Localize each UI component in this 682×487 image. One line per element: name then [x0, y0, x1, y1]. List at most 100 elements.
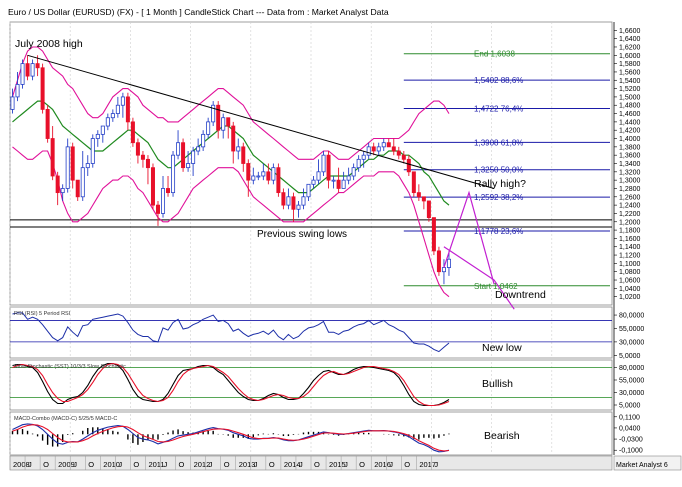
macd-signal-line: [12, 424, 450, 452]
candle-body: [60, 188, 65, 194]
candle-body: [105, 117, 110, 127]
candle-body: [346, 175, 351, 181]
candle-body: [65, 146, 70, 189]
candle-body: [50, 138, 55, 177]
rsi-tick-label: 30,0000: [619, 339, 644, 346]
candle-body: [181, 142, 186, 169]
candle-body: [130, 121, 135, 144]
candle-body: [241, 146, 246, 164]
price-tick-label: 1,6400: [619, 36, 641, 43]
candle-body: [95, 133, 100, 139]
price-tick-label: 1,3800: [619, 144, 641, 151]
candle-body: [40, 67, 45, 110]
macd-tick-label: 0,1100: [619, 414, 640, 421]
candle-body: [100, 125, 105, 135]
candle-body: [326, 154, 331, 181]
price-tick-label: 1,5400: [619, 78, 641, 85]
candle-body: [266, 171, 271, 181]
time-tick-label: J: [254, 460, 258, 469]
candle-body: [231, 125, 236, 152]
candle-body: [145, 158, 150, 169]
candle-body: [35, 63, 40, 69]
fib-level-label: End 1,6038: [474, 50, 515, 59]
candle-body: [406, 158, 411, 173]
stoch-tick-label: 80,0000: [619, 365, 644, 372]
candle-body: [85, 163, 90, 169]
footer-label: Market Analyst 6: [616, 462, 668, 469]
candle-body: [150, 167, 155, 206]
time-tick-label: O: [314, 460, 320, 469]
candle-body: [321, 154, 326, 173]
price-tick-label: 1,2400: [619, 203, 641, 210]
macd-tick-label: -0,0300: [619, 437, 643, 444]
candle-body: [251, 175, 256, 181]
footer-box: [613, 455, 682, 471]
price-tick-label: 1,1600: [619, 236, 641, 243]
candle-body: [376, 146, 381, 152]
rally-high-label: Rally high?: [474, 178, 526, 190]
price-tick-label: 1,6200: [619, 44, 641, 51]
candle-body: [256, 175, 261, 178]
candle-body: [161, 188, 166, 214]
candle-body: [316, 171, 321, 181]
candle-body: [125, 96, 130, 123]
time-tick-label: J: [389, 460, 393, 469]
price-tick-label: 1,3000: [619, 178, 641, 185]
candle-body: [196, 146, 201, 152]
candle-body: [436, 250, 441, 273]
time-tick-label: 2008: [13, 460, 30, 469]
candle-body: [271, 167, 276, 181]
candle-body: [431, 217, 436, 252]
macd-title: MACD-Combo (MACD-C) 5/25/5 MACD-C: [14, 416, 117, 422]
price-tick-label: 1,0800: [619, 269, 641, 276]
candle-body: [351, 167, 356, 177]
price-tick-label: 1,0600: [619, 278, 641, 285]
time-tick-label: O: [43, 460, 49, 469]
price-tick-label: 1,4200: [619, 128, 641, 135]
price-tick-label: 1,5600: [619, 69, 641, 76]
price-tick-label: 1,3400: [619, 161, 641, 168]
stoch-annotation: Bullish: [482, 378, 513, 390]
candle-body: [191, 150, 196, 164]
time-tick-label: J: [299, 460, 303, 469]
candle-body: [421, 196, 426, 202]
candle-body: [135, 142, 140, 156]
candle-body: [20, 63, 25, 85]
candle-body: [30, 63, 35, 77]
candle-body: [416, 192, 421, 198]
candle-body: [426, 200, 431, 219]
time-tick-label: J: [209, 460, 213, 469]
candle-body: [396, 150, 401, 156]
candle-body: [386, 142, 391, 148]
price-tick-label: 1,1800: [619, 228, 641, 235]
indicator-panes: [10, 312, 612, 453]
price-tick-label: 1,4800: [619, 103, 641, 110]
candle-body: [366, 146, 371, 156]
candle-body: [411, 171, 416, 194]
candle-body: [336, 179, 341, 189]
candle-body: [216, 104, 221, 131]
candle-body: [361, 154, 366, 160]
candle-body: [356, 158, 361, 169]
candle-body: [276, 167, 281, 194]
time-tick-label: O: [133, 460, 139, 469]
stoch-k-line: [12, 362, 450, 407]
price-tick-label: 1,5000: [619, 94, 641, 101]
swing-lows-label: Previous swing lows: [257, 229, 347, 240]
time-tick-label: 2016: [374, 460, 391, 469]
time-tick-label: 2014: [284, 460, 301, 469]
candle-body: [45, 108, 50, 139]
time-tick-label: 2017: [419, 460, 436, 469]
price-tick-label: 1,5800: [619, 61, 641, 68]
time-tick-label: O: [88, 460, 94, 469]
candle-body: [55, 175, 60, 194]
candle-body: [115, 104, 120, 114]
rsi-tick-label: 80,0000: [619, 313, 644, 320]
candle-body: [281, 192, 286, 206]
time-tick-label: O: [179, 460, 185, 469]
time-tick-label: 2015: [329, 460, 346, 469]
bollinger-lower-band: [12, 146, 450, 298]
macd-annotation: Bearish: [484, 430, 520, 442]
